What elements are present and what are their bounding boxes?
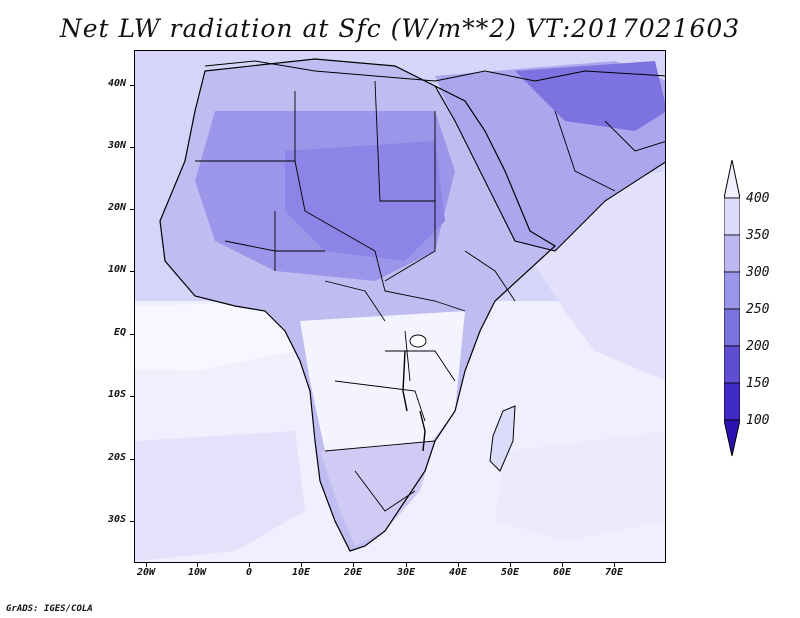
- equatorial-africa: [300, 311, 465, 451]
- lat-label-10n: 10N: [107, 264, 126, 275]
- lake-tanganyika: [402, 350, 408, 412]
- lon-tick: [197, 563, 198, 567]
- lon-tick: [249, 563, 250, 567]
- lat-tick: [130, 521, 134, 522]
- south-indian-shade: [495, 431, 665, 541]
- lon-tick: [301, 563, 302, 567]
- arabia-coastline: [434, 85, 665, 252]
- colorbar-label-300: 300: [746, 265, 770, 280]
- lon-label-70e: 70E: [604, 567, 624, 578]
- colorbar-label-250: 250: [746, 302, 770, 317]
- lon-label-20w: 20W: [136, 567, 156, 578]
- map-panel[interactable]: [134, 50, 666, 563]
- colorbar-top-arrow: [724, 160, 740, 199]
- africa-coastline: [159, 58, 556, 552]
- colorbar-label-150: 150: [746, 376, 770, 391]
- colorbar-label-350: 350: [746, 228, 770, 243]
- lon-label-10w: 10W: [187, 567, 207, 578]
- lat-label-20n: 20N: [107, 202, 126, 213]
- lon-tick: [146, 563, 147, 567]
- grads-credit: GrADS: IGES/COLA: [6, 604, 93, 614]
- central-sahara-shade: [285, 141, 445, 261]
- lon-tick: [510, 563, 511, 567]
- lon-tick: [562, 563, 563, 567]
- colorbar-segment: [724, 234, 740, 273]
- colorbar-bottom-arrow: [724, 419, 740, 457]
- colorbar-segment: [724, 197, 740, 236]
- iran-shade: [515, 61, 665, 131]
- lon-label-30e: 30E: [396, 567, 416, 578]
- lat-label-eq: EQ: [113, 327, 126, 338]
- country-borders: [195, 80, 665, 512]
- atlantic-equatorial-band: [135, 301, 295, 371]
- southern-africa-shade: [320, 441, 435, 546]
- radiation-map: [135, 51, 665, 562]
- colorbar: [724, 160, 740, 457]
- lat-tick: [130, 147, 134, 148]
- map-title: Net LW radiation at Sfc (W/m**2) VT:2017…: [59, 14, 741, 43]
- lon-tick: [458, 563, 459, 567]
- colorbar-label-200: 200: [746, 339, 770, 354]
- lat-tick: [130, 459, 134, 460]
- colorbar-segment: [724, 382, 740, 421]
- south-atlantic-shade: [135, 431, 305, 561]
- lon-label-20e: 20E: [343, 567, 363, 578]
- lat-tick: [130, 334, 134, 335]
- lon-label-40e: 40E: [448, 567, 468, 578]
- colorbar-label-100: 100: [746, 413, 770, 428]
- lat-tick: [130, 271, 134, 272]
- lat-tick: [130, 85, 134, 86]
- lat-tick: [130, 396, 134, 397]
- colorbar-segment: [724, 271, 740, 310]
- mediterranean-coast: [204, 60, 665, 82]
- lat-label-30s: 30S: [107, 514, 126, 525]
- lat-label-20s: 20S: [107, 452, 126, 463]
- lon-tick: [353, 563, 354, 567]
- colorbar-label-400: 400: [746, 191, 770, 206]
- lon-label-50e: 50E: [500, 567, 520, 578]
- lake-victoria: [409, 334, 427, 348]
- lat-label-30n: 30N: [107, 140, 126, 151]
- lon-tick: [406, 563, 407, 567]
- colorbar-segment: [724, 308, 740, 347]
- lat-label-10s: 10S: [107, 389, 126, 400]
- lake-malawi: [419, 410, 426, 452]
- lat-tick: [130, 209, 134, 210]
- lon-tick: [614, 563, 615, 567]
- colorbar-segment: [724, 345, 740, 384]
- madagascar: [489, 405, 516, 472]
- lat-label-40n: 40N: [107, 78, 126, 89]
- lon-label-60e: 60E: [552, 567, 572, 578]
- lon-label-10e: 10E: [291, 567, 311, 578]
- lon-label-0: 0: [245, 567, 253, 578]
